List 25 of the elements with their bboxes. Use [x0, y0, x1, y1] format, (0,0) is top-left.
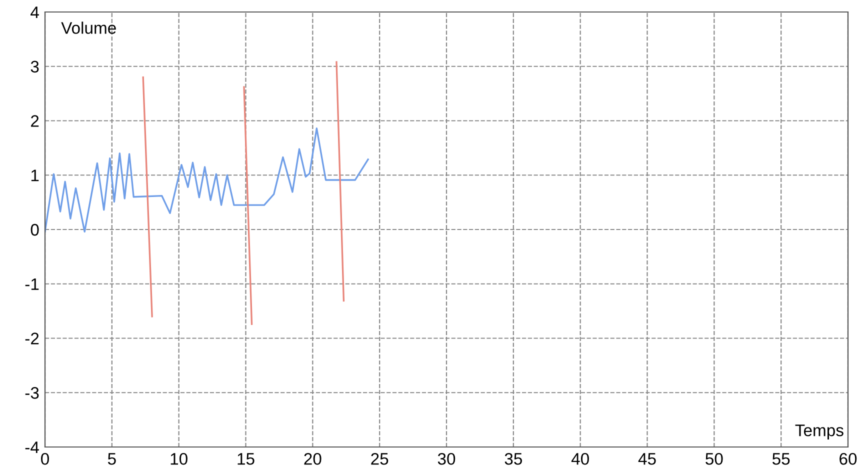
- y-tick-label: 0: [30, 224, 39, 236]
- x-tick-label: 55: [772, 453, 790, 465]
- x-tick-label: 5: [108, 453, 116, 465]
- line-series: [45, 128, 369, 233]
- x-tick-label: 40: [571, 452, 589, 465]
- x-axis-title: Temps: [795, 424, 844, 440]
- x-tick-label: 0: [41, 452, 49, 465]
- y-tick-label: -3: [25, 387, 39, 399]
- y-axis-title: Volume: [61, 22, 116, 34]
- y-tick-label: -4: [25, 442, 39, 454]
- x-tick-label: 50: [706, 452, 723, 465]
- y-tick-label: 4: [30, 6, 39, 18]
- x-tick-label: 15: [238, 453, 254, 465]
- y-tick-label: 2: [31, 115, 39, 127]
- x-tick-label: 10: [170, 452, 188, 465]
- x-tick-label: 35: [504, 452, 522, 465]
- x-tick-label: 20: [304, 452, 322, 465]
- x-tick-label: 45: [638, 453, 656, 465]
- y-tick-label: 3: [30, 60, 39, 73]
- x-tick-label: 30: [438, 452, 456, 465]
- x-tick-label: 25: [371, 452, 388, 465]
- y-tick-label: 1: [31, 170, 39, 182]
- y-tick-label: -1: [25, 278, 39, 290]
- x-tick-label: 60: [840, 452, 857, 465]
- y-tick-label: -2: [25, 332, 39, 344]
